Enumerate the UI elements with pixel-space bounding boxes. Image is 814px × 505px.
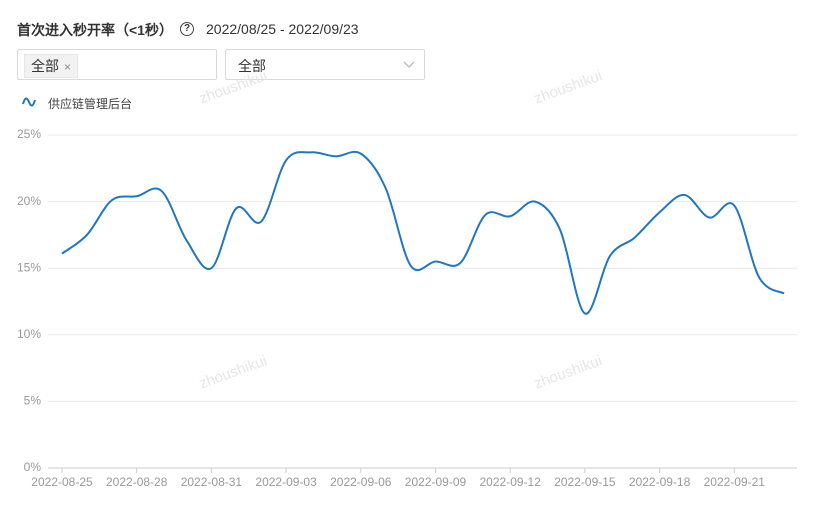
help-icon[interactable]: ? [180,22,194,36]
select-text: 全部 [238,58,266,74]
date-range[interactable]: 2022/08/25 - 2022/09/23 [206,21,359,37]
watermark: zhoushikui [532,67,604,107]
y-tick-label: 5% [24,394,42,408]
x-tick-label: 2022-09-18 [629,475,691,489]
y-tick-label: 20% [17,194,41,208]
watermark: zhoushikui [532,352,604,392]
x-tick-label: 2022-08-31 [181,475,243,489]
title: 首次进入秒开率（<1秒） [17,22,173,38]
x-tick-label: 2022-09-03 [255,475,317,489]
watermark: zhoushikui [197,67,269,107]
y-tick-label: 25% [17,127,41,141]
x-tick-label: 2022-09-09 [405,475,467,489]
legend-icon [22,97,36,107]
y-tick-label: 0% [24,460,42,474]
legend-label[interactable]: 供应链管理后台 [48,97,133,111]
tag-close[interactable]: × [64,60,72,74]
x-tick-label: 2022-09-12 [480,475,542,489]
x-tick-label: 2022-08-28 [106,475,168,489]
multi-select[interactable]: 全部 × [17,49,217,80]
select[interactable]: 全部 [225,49,425,80]
x-tick-label: 2022-09-06 [330,475,392,489]
chevron [403,61,415,68]
tag-text: 全部 [31,58,59,74]
watermark: zhoushikui [197,352,269,392]
x-tick-label: 2022-09-21 [704,475,766,489]
x-tick-label: 2022-09-15 [554,475,616,489]
line [61,150,785,315]
y-tick-label: 15% [17,260,41,274]
tag: 全部 × [24,54,79,78]
y-tick-label: 10% [17,327,41,341]
x-tick-label: 2022-08-25 [31,475,93,489]
